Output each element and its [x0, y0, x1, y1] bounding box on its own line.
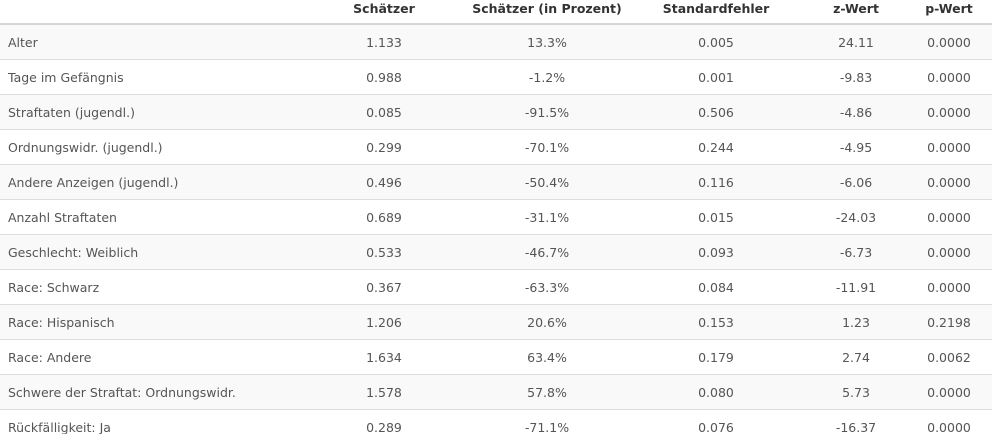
- table-row: Ordnungswidr. (jugendl.) 0.299 -70.1% 0.244…: [0, 129, 992, 165]
- cell-estimate: 0.689: [300, 199, 468, 235]
- cell-standard-error: 0.080: [626, 374, 806, 410]
- header-variable: [0, 0, 300, 25]
- table-row: Straftaten (jugendl.) 0.085 -91.5% 0.506 -4.…: [0, 94, 992, 130]
- cell-standard-error: 0.153: [626, 304, 806, 340]
- cell-estimate: 1.206: [300, 304, 468, 340]
- cell-variable: Rückfälligkeit: Ja: [0, 409, 300, 434]
- cell-p-value: 0.0000: [906, 129, 992, 165]
- cell-estimate-percent: -50.4%: [468, 164, 626, 200]
- cell-estimate-percent: -1.2%: [468, 59, 626, 95]
- cell-p-value: 0.0000: [906, 269, 992, 305]
- cell-variable: Andere Anzeigen (jugendl.): [0, 164, 300, 200]
- cell-estimate: 0.533: [300, 234, 468, 270]
- table-header: Schätzer Schätzer (in Prozent) Standardf…: [0, 0, 992, 25]
- table-row: Geschlecht: Weiblich 0.533 -46.7% 0.093 -6.7…: [0, 234, 992, 270]
- cell-standard-error: 0.005: [626, 23, 806, 60]
- table-row: Race: Schwarz 0.367 -63.3% 0.084 -11.91 0.000…: [0, 269, 992, 305]
- cell-estimate-percent: -46.7%: [468, 234, 626, 270]
- cell-estimate-percent: -63.3%: [468, 269, 626, 305]
- cell-estimate: 0.496: [300, 164, 468, 200]
- table-row: Anzahl Straftaten 0.689 -31.1% 0.015 -24.03 0…: [0, 199, 992, 235]
- cell-variable: Geschlecht: Weiblich: [0, 234, 300, 270]
- cell-standard-error: 0.084: [626, 269, 806, 305]
- cell-standard-error: 0.116: [626, 164, 806, 200]
- cell-p-value: 0.0000: [906, 374, 992, 410]
- cell-z-value: -9.83: [806, 59, 906, 95]
- cell-estimate-percent: -70.1%: [468, 129, 626, 165]
- cell-z-value: 2.74: [806, 339, 906, 375]
- table-row: Schwere der Straftat: Ordnungswidr. 1.578…: [0, 374, 992, 410]
- cell-standard-error: 0.506: [626, 94, 806, 130]
- cell-estimate: 0.085: [300, 94, 468, 130]
- cell-variable: Ordnungswidr. (jugendl.): [0, 129, 300, 165]
- cell-z-value: 5.73: [806, 374, 906, 410]
- header-z-value: z-Wert: [806, 0, 906, 25]
- header-row: Schätzer Schätzer (in Prozent) Standardf…: [0, 0, 992, 25]
- table-row: Race: Andere 1.634 63.4% 0.179 2.74 0.0062: [0, 339, 992, 375]
- cell-z-value: -4.95: [806, 129, 906, 165]
- cell-variable: Straftaten (jugendl.): [0, 94, 300, 130]
- cell-estimate: 0.299: [300, 129, 468, 165]
- cell-estimate: 1.133: [300, 23, 468, 60]
- cell-z-value: -4.86: [806, 94, 906, 130]
- table-row: Andere Anzeigen (jugendl.) 0.496 -50.4% 0.1…: [0, 164, 992, 200]
- cell-p-value: 0.0000: [906, 409, 992, 434]
- cell-variable: Race: Andere: [0, 339, 300, 375]
- cell-estimate: 1.578: [300, 374, 468, 410]
- cell-estimate-percent: 13.3%: [468, 23, 626, 60]
- cell-p-value: 0.2198: [906, 304, 992, 340]
- cell-estimate: 0.289: [300, 409, 468, 434]
- cell-p-value: 0.0000: [906, 23, 992, 60]
- cell-z-value: -11.91: [806, 269, 906, 305]
- cell-standard-error: 0.244: [626, 129, 806, 165]
- cell-z-value: -16.37: [806, 409, 906, 434]
- cell-z-value: 1.23: [806, 304, 906, 340]
- cell-standard-error: 0.015: [626, 199, 806, 235]
- cell-estimate-percent: -31.1%: [468, 199, 626, 235]
- table-row: Alter 1.133 13.3% 0.005 24.11 0.0000: [0, 23, 992, 60]
- cell-p-value: 0.0000: [906, 234, 992, 270]
- header-estimate-percent: Schätzer (in Prozent): [468, 0, 626, 25]
- cell-estimate-percent: 63.4%: [468, 339, 626, 375]
- header-standard-error: Standardfehler: [626, 0, 806, 25]
- cell-estimate-percent: -91.5%: [468, 94, 626, 130]
- cell-variable: Race: Hispanisch: [0, 304, 300, 340]
- cell-variable: Anzahl Straftaten: [0, 199, 300, 235]
- header-estimate: Schätzer: [300, 0, 468, 25]
- header-p-value: p-Wert: [906, 0, 992, 25]
- cell-estimate-percent: 57.8%: [468, 374, 626, 410]
- cell-p-value: 0.0000: [906, 199, 992, 235]
- cell-standard-error: 0.093: [626, 234, 806, 270]
- cell-z-value: -24.03: [806, 199, 906, 235]
- cell-p-value: 0.0062: [906, 339, 992, 375]
- cell-p-value: 0.0000: [906, 59, 992, 95]
- cell-z-value: -6.73: [806, 234, 906, 270]
- cell-estimate: 1.634: [300, 339, 468, 375]
- cell-standard-error: 0.076: [626, 409, 806, 434]
- cell-standard-error: 0.179: [626, 339, 806, 375]
- table-row: Tage im Gefängnis 0.988 -1.2% 0.001 -9.83 0.0…: [0, 59, 992, 95]
- table-row: Rückfälligkeit: Ja 0.289 -71.1% 0.076 -16.37…: [0, 409, 992, 434]
- cell-p-value: 0.0000: [906, 94, 992, 130]
- cell-z-value: 24.11: [806, 23, 906, 60]
- cell-estimate-percent: -71.1%: [468, 409, 626, 434]
- cell-variable: Tage im Gefängnis: [0, 59, 300, 95]
- cell-z-value: -6.06: [806, 164, 906, 200]
- cell-variable: Schwere der Straftat: Ordnungswidr.: [0, 374, 300, 410]
- table-body: Alter 1.133 13.3% 0.005 24.11 0.0000 Tage im G…: [0, 23, 992, 434]
- cell-standard-error: 0.001: [626, 59, 806, 95]
- table-row: Race: Hispanisch 1.206 20.6% 0.153 1.23 0.219…: [0, 304, 992, 340]
- cell-estimate: 0.367: [300, 269, 468, 305]
- cell-variable: Race: Schwarz: [0, 269, 300, 305]
- cell-estimate-percent: 20.6%: [468, 304, 626, 340]
- cell-p-value: 0.0000: [906, 164, 992, 200]
- cell-estimate: 0.988: [300, 59, 468, 95]
- cell-variable: Alter: [0, 23, 300, 60]
